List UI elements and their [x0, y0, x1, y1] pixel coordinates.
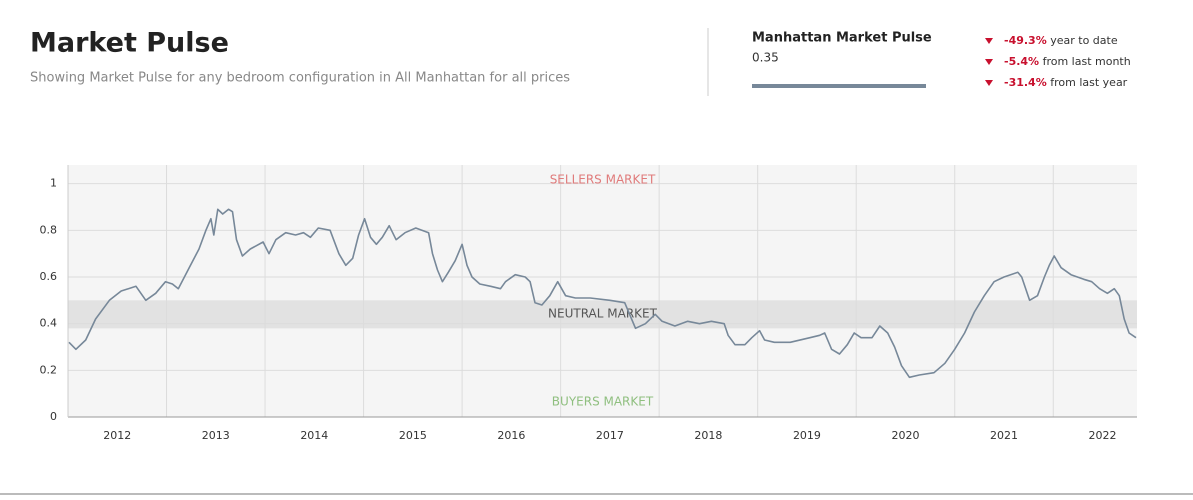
change-text: year to date [1050, 34, 1118, 47]
y-tick-label: 0.2 [40, 363, 58, 376]
x-tick-label: 2014 [300, 429, 328, 442]
x-tick-label: 2013 [202, 429, 230, 442]
summary-title: Manhattan Market Pulse [752, 31, 932, 46]
market-annotation: NEUTRAL MARKET [548, 307, 658, 321]
changes: -49.3% year to date -5.4% from last month… [985, 34, 1131, 89]
y-tick-label: 0 [50, 410, 57, 423]
summary-bar [752, 84, 926, 88]
page-title: Market Pulse [30, 28, 229, 59]
change-row: -31.4% from last year [1004, 76, 1128, 89]
summary-value: 0.35 [752, 51, 779, 65]
x-tick-label: 2012 [103, 429, 131, 442]
plot-background [68, 165, 1137, 417]
change-text: from last year [1050, 76, 1127, 89]
x-tick-label: 2016 [497, 429, 525, 442]
down-arrow [985, 59, 993, 65]
y-tick-label: 0.8 [40, 223, 58, 236]
change-value: -5.4% [1004, 55, 1039, 68]
page-subtitle: Showing Market Pulse for any bedroom con… [30, 71, 570, 86]
plot: 0 0.2 0.4 0.6 0.8 1 2012 2013 2014 2015 2016 2017 20… [40, 165, 1137, 442]
x-tick-label: 2015 [399, 429, 427, 442]
y-tick-label: 0.6 [40, 270, 58, 283]
y-tick-label: 1 [50, 177, 57, 190]
x-tick-label: 2022 [1089, 429, 1117, 442]
pulse-line [68, 208, 1137, 379]
y-tick-label: 0.4 [40, 317, 58, 330]
x-tick-label: 2021 [990, 429, 1018, 442]
x-tick-label: 2020 [891, 429, 919, 442]
x-tick-label: 2017 [596, 429, 624, 442]
market-annotation: BUYERS MARKET [552, 395, 654, 409]
change-row: -49.3% year to date [1004, 34, 1118, 47]
change-row: -5.4% from last month [1004, 55, 1131, 68]
down-arrow [985, 80, 993, 86]
change-value: -49.3% [1004, 34, 1047, 47]
down-arrow [985, 38, 993, 44]
x-tick-label: 2018 [694, 429, 722, 442]
market-annotation: SELLERS MARKET [550, 173, 656, 187]
x-tick-label: 2019 [793, 429, 821, 442]
change-text: from last month [1043, 55, 1131, 68]
change-value: -31.4% [1004, 76, 1047, 89]
